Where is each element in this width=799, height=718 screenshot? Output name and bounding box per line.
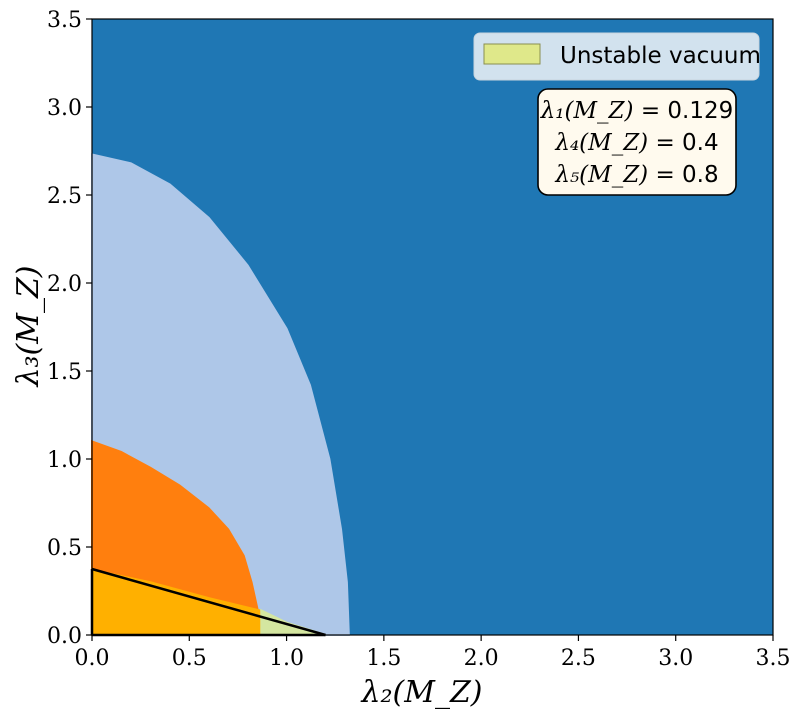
legend-box bbox=[473, 32, 760, 81]
legend-label-unstable-vacuum: Unstable vacuum bbox=[560, 43, 761, 69]
y-tick-label: 1.0 bbox=[47, 448, 82, 473]
param-lambda4: λ₄(M_Z) = 0.4 bbox=[554, 130, 718, 156]
param-lambda1-lhs: λ₁(M_Z) = bbox=[540, 98, 668, 124]
param-lambda1: λ₁(M_Z) = 0.129 bbox=[540, 98, 734, 124]
y-tick-label: 2.5 bbox=[47, 184, 82, 209]
legend-swatch-unstable-vacuum bbox=[483, 43, 541, 65]
legend: Unstable vacuum bbox=[473, 32, 761, 81]
param-lambda5-value: 0.8 bbox=[682, 162, 719, 188]
param-lambda5: λ₅(M_Z) = 0.8 bbox=[554, 162, 718, 188]
x-tick-label: 1.5 bbox=[366, 646, 401, 671]
y-tick-label: 3.5 bbox=[47, 8, 82, 33]
x-tick-label: 0.0 bbox=[75, 646, 110, 671]
x-tick-label: 1.0 bbox=[269, 646, 304, 671]
parameter-box: λ₁(M_Z) = 0.129 λ₄(M_Z) = 0.4 λ₅(M_Z) = … bbox=[537, 88, 737, 196]
y-axis-label: λ₃(M_Z) bbox=[11, 265, 46, 387]
param-lambda4-lhs: λ₄(M_Z) = bbox=[554, 130, 682, 156]
param-lambda1-value: 0.129 bbox=[667, 98, 733, 124]
axes: 0.0 0.5 1.0 1.5 2.0 2.5 3.0 3.5 0.0 0.5 1.0 1.5 2.0 2… bbox=[47, 8, 791, 671]
y-tick-label: 0.0 bbox=[47, 624, 82, 649]
x-tick-label: 0.5 bbox=[172, 646, 207, 671]
stability-boundary-line bbox=[91, 567, 326, 637]
x-axis-label: λ₂(M_Z) bbox=[360, 675, 482, 710]
param-lambda4-value: 0.4 bbox=[682, 130, 719, 156]
x-tick-label: 2.0 bbox=[464, 646, 499, 671]
x-tick-label: 2.5 bbox=[561, 646, 596, 671]
x-tick-label: 3.5 bbox=[756, 646, 791, 671]
param-lambda5-lhs: λ₅(M_Z) = bbox=[554, 162, 682, 188]
x-tick-label: 3.0 bbox=[658, 646, 693, 671]
y-tick-label: 0.5 bbox=[47, 536, 82, 561]
y-tick-label: 3.0 bbox=[47, 96, 82, 121]
y-tick-label: 1.5 bbox=[47, 360, 82, 385]
parameter-box-frame bbox=[537, 88, 737, 196]
plot-frame bbox=[91, 18, 774, 636]
y-tick-label: 2.0 bbox=[47, 272, 82, 297]
